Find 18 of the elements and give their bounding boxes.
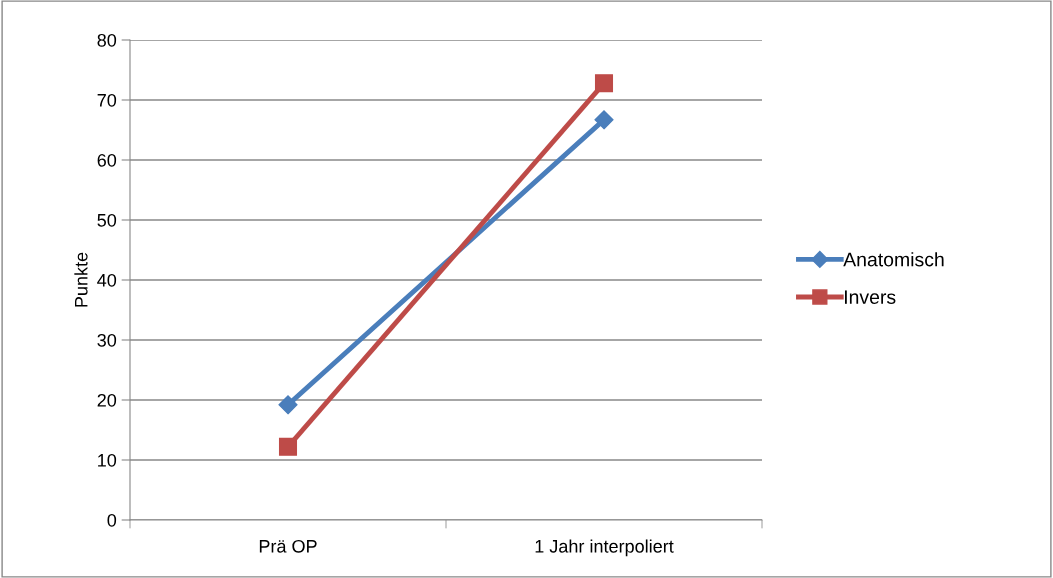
y-tick-label: 80 — [97, 33, 117, 47]
legend-label: Invers — [844, 290, 896, 304]
x-tick-label: 1 Jahr interpoliert — [535, 539, 674, 557]
point — [594, 74, 614, 93]
y-tick-label: 40 — [97, 273, 117, 287]
legend-label: Anatomisch — [843, 252, 944, 267]
point — [278, 437, 298, 456]
x-tick-label: Prä OP — [259, 539, 317, 553]
y-tick-label: 70 — [97, 93, 117, 107]
y-tick-label: 30 — [97, 333, 117, 347]
y-tick-label: 10 — [98, 453, 117, 467]
y-tick-label: 0 — [107, 513, 117, 527]
y-axis-title: Punkte — [74, 252, 88, 307]
y-tick-label: 50 — [97, 213, 117, 227]
point — [278, 395, 298, 415]
y-tick-label: 20 — [97, 393, 117, 407]
y-tick-label: 60 — [97, 153, 117, 167]
point — [594, 110, 614, 130]
